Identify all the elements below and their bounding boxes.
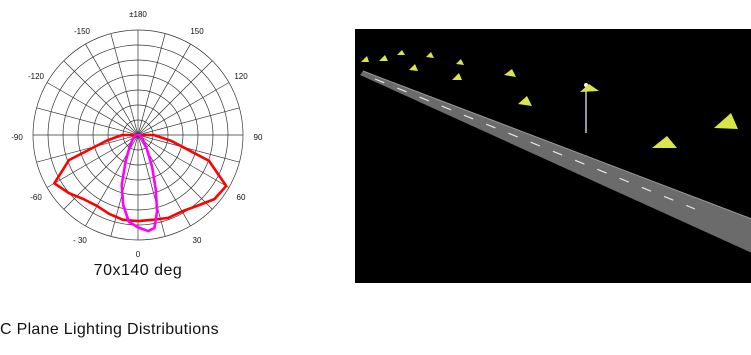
lamp-light-patch: [426, 52, 434, 58]
lamp-light-patch: [518, 96, 532, 106]
angle-label-180: ±180: [129, 10, 147, 19]
angle-label-60: 60: [237, 193, 246, 202]
lamp-light-patch: [456, 59, 464, 65]
angle-label-90: 90: [254, 133, 263, 142]
angle-label-30: 30: [193, 236, 202, 245]
lamp-light-patch: [580, 84, 599, 92]
angle-label-0: 0: [136, 250, 141, 259]
polar-spoke: [63, 134, 139, 210]
polar-spoke: [110, 134, 139, 237]
lamp-light-patch: [452, 73, 462, 80]
polar-spoke: [137, 82, 230, 136]
lamp-light-patch: [504, 69, 516, 77]
polar-spoke: [137, 134, 213, 210]
angle-label-120: 120: [234, 72, 248, 81]
polar-spoke: [137, 43, 191, 136]
polar-spoke: [36, 107, 139, 136]
road-lighting-render: [355, 29, 751, 283]
angle-labels: ±180 -150 150 -120 120 -90 90 -60 60 - 3…: [11, 10, 263, 259]
lamp-light-patch: [714, 113, 738, 129]
polar-spoke: [137, 107, 240, 136]
lamp-light-patch: [379, 55, 388, 61]
road-edge-line: [362, 70, 751, 220]
polar-spoke: [137, 33, 166, 136]
polar-series: [53, 133, 228, 233]
polar-distribution-chart: ±180 -150 150 -120 120 -90 90 -60 60 - 3…: [11, 10, 263, 259]
angle-label-neg120: -120: [28, 72, 45, 81]
polar-spoke: [46, 82, 139, 136]
lamp-light-patch: [652, 136, 677, 148]
polar-spoke: [137, 134, 240, 163]
polar-spoke: [137, 134, 230, 188]
angle-label-neg30: - 30: [73, 236, 87, 245]
section-title: C Plane Lighting Distributions: [0, 321, 219, 338]
polar-spoke: [85, 43, 139, 136]
polar-spoke: [110, 33, 139, 136]
lamp-light-patch: [397, 50, 405, 55]
distribution-curve-1: [53, 133, 228, 223]
angle-label-neg150: -150: [74, 27, 91, 36]
polar-spoke: [36, 134, 139, 163]
lamp-light-patches: [361, 50, 738, 148]
road-center-line: [374, 78, 696, 210]
angle-label-neg60: -60: [30, 193, 42, 202]
angle-label-neg90: -90: [11, 133, 23, 142]
road-surface: [360, 71, 751, 253]
polar-spoke: [46, 134, 139, 188]
distribution-curve-2: [120, 133, 159, 233]
polar-spoke: [63, 60, 139, 136]
beam-angle-caption: 70x140 deg: [93, 262, 183, 279]
angle-label-150: 150: [190, 27, 204, 36]
lamp-light-patch: [409, 64, 418, 71]
polar-spoke: [137, 60, 213, 136]
lamp-light-patch: [361, 56, 369, 62]
